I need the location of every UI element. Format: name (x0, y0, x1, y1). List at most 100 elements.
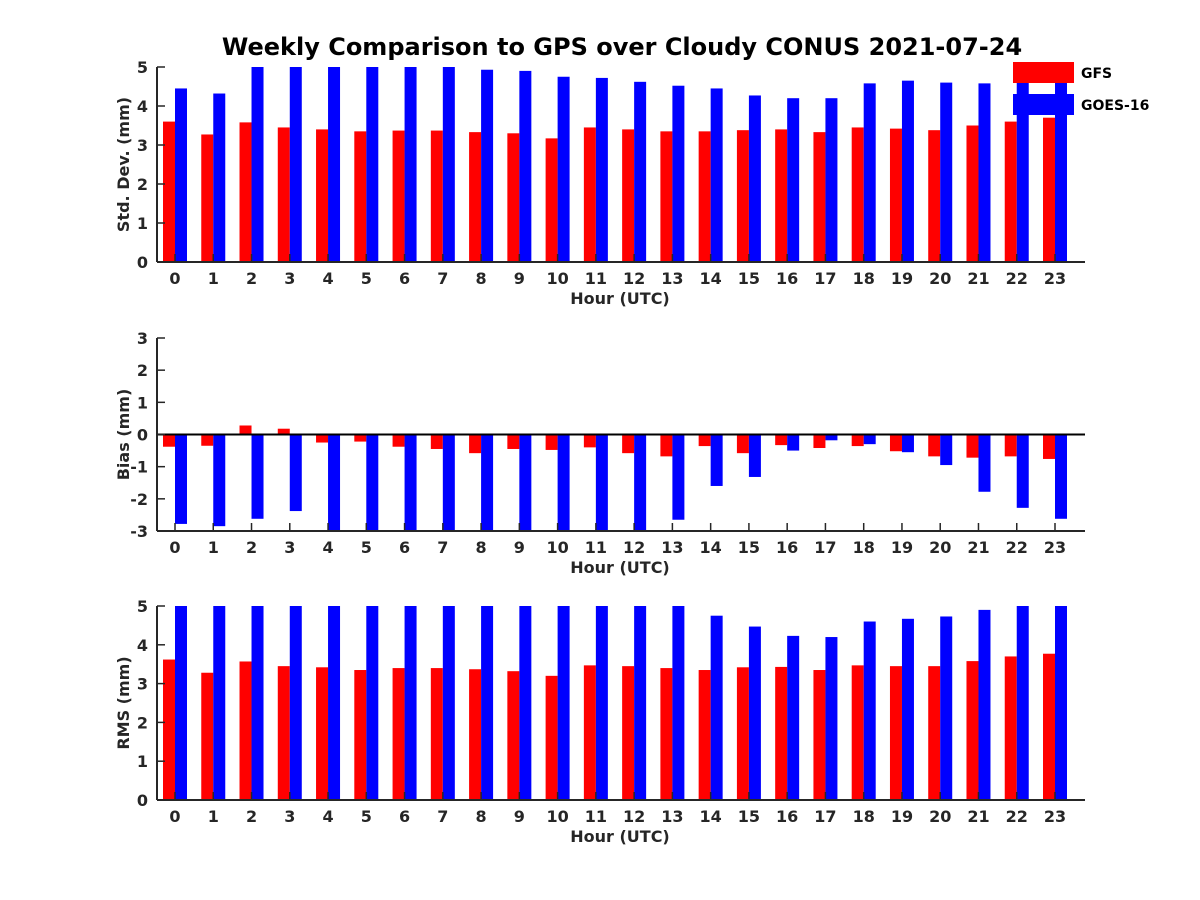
y-tick-label: 1 (137, 393, 148, 412)
x-tick-label: 10 (546, 269, 568, 288)
x-tick-label: 20 (929, 807, 951, 826)
bar-gfs-hour-15 (736, 667, 749, 800)
bar-goes-16-hour-15 (748, 434, 761, 477)
bar-goes-16-hour-6 (404, 67, 417, 262)
bar-gfs-hour-22 (1004, 121, 1017, 262)
legend: GFS GOES-16 (1013, 62, 1149, 115)
bar-goes-16-hour-11 (595, 606, 608, 800)
x-tick-label: 9 (514, 807, 525, 826)
y-tick-label: 3 (137, 136, 148, 155)
y-axis-label: Bias (mm) (114, 389, 133, 481)
bar-gfs-hour-16 (775, 666, 788, 800)
bar-goes-16-hour-1 (213, 434, 226, 527)
bar-goes-16-hour-16 (787, 98, 800, 262)
x-tick-label: 5 (361, 807, 372, 826)
bar-gfs-hour-19 (889, 666, 902, 800)
bar-gfs-hour-2 (239, 122, 252, 262)
x-tick-label: 15 (738, 807, 760, 826)
bar-goes-16-hour-20 (940, 82, 953, 262)
x-tick-label: 19 (891, 269, 913, 288)
x-tick-label: 16 (776, 538, 798, 557)
bar-goes-16-hour-13 (672, 434, 685, 520)
bar-gfs-hour-2 (239, 661, 252, 800)
bar-gfs-hour-2 (239, 425, 252, 435)
bar-goes-16-hour-23 (1055, 76, 1067, 262)
plots-container: 0 1 2 3 4 5 6 7 8 9 10 11 12 13 14 15 16 17 18 19 20 21 22 2301… (114, 58, 1085, 846)
x-tick-label: 3 (284, 538, 295, 557)
bar-goes-16-hour-11 (595, 77, 608, 262)
bar-gfs-hour-13 (660, 131, 673, 262)
bar-gfs-hour-13 (660, 668, 673, 800)
bar-gfs-hour-14 (698, 434, 711, 447)
bar-gfs-hour-6 (392, 434, 405, 447)
y-tick-label: 3 (137, 675, 148, 694)
bar-gfs-hour-5 (354, 131, 367, 262)
y-tick-label: 2 (137, 175, 148, 194)
y-tick-label: 2 (137, 713, 148, 732)
x-tick-label: 23 (1044, 538, 1066, 557)
bar-gfs-hour-0 (163, 434, 175, 447)
x-tick-label: 15 (738, 538, 760, 557)
x-tick-label: 18 (853, 807, 875, 826)
legend-label-gfs: GFS (1081, 66, 1112, 82)
bar-goes-16-hour-18 (863, 621, 876, 800)
x-tick-label: 2 (246, 807, 257, 826)
bar-gfs-hour-14 (698, 131, 711, 262)
bar-gfs-hour-7 (430, 668, 443, 800)
x-tick-label: 23 (1044, 269, 1066, 288)
y-axis-label: Std. Dev. (mm) (114, 97, 133, 232)
bar-gfs-hour-0 (163, 659, 175, 800)
subplot-2: 0 1 2 3 4 5 6 7 8 9 10 11 12 13 14 15 16 17 18 19 20 21 22 23-3… (114, 329, 1085, 577)
bar-gfs-hour-6 (392, 668, 405, 800)
x-tick-label: 4 (322, 269, 333, 288)
bar-gfs-hour-20 (928, 666, 941, 800)
bar-gfs-hour-23 (1043, 653, 1055, 800)
y-tick-label: -1 (130, 458, 148, 477)
y-tick-label: 4 (137, 97, 148, 116)
subplot-3: 0 1 2 3 4 5 6 7 8 9 10 11 12 13 14 15 16 17 18 19 20 21 22 2301… (114, 597, 1085, 846)
bar-goes-16-hour-10 (557, 76, 570, 262)
bar-gfs-hour-8 (469, 132, 482, 262)
x-axis-label: Hour (UTC) (570, 289, 670, 308)
bar-gfs-hour-6 (392, 130, 405, 262)
bar-goes-16-hour-10 (557, 434, 570, 531)
x-tick-label: 17 (814, 269, 836, 288)
bar-goes-16-hour-3 (289, 606, 302, 800)
bar-gfs-hour-16 (775, 129, 788, 262)
bar-goes-16-hour-2 (251, 434, 264, 519)
legend-swatch-goes-16 (1013, 94, 1074, 115)
x-axis-label: Hour (UTC) (570, 827, 670, 846)
bar-goes-16-hour-4 (328, 67, 341, 262)
x-tick-label: 6 (399, 269, 410, 288)
x-tick-label: 19 (891, 538, 913, 557)
y-tick-label: 3 (137, 329, 148, 348)
bar-goes-16-hour-23 (1055, 606, 1067, 800)
x-tick-label: 19 (891, 807, 913, 826)
x-tick-label: 12 (623, 807, 645, 826)
bar-gfs-hour-12 (622, 666, 635, 800)
bar-goes-16-hour-11 (595, 434, 608, 531)
bar-goes-16-hour-20 (940, 434, 953, 466)
bar-goes-16-hour-7 (442, 606, 455, 800)
bar-gfs-hour-4 (316, 434, 329, 443)
x-tick-label: 13 (661, 807, 683, 826)
bar-goes-16-hour-14 (710, 434, 723, 486)
bar-goes-16-hour-6 (404, 434, 417, 531)
x-tick-label: 9 (514, 538, 525, 557)
x-tick-label: 0 (169, 538, 180, 557)
bar-gfs-hour-17 (813, 434, 826, 449)
bar-gfs-hour-10 (545, 138, 558, 262)
bar-gfs-hour-16 (775, 434, 788, 446)
y-tick-label: 4 (137, 636, 148, 655)
x-tick-label: 18 (853, 269, 875, 288)
x-tick-label: 1 (208, 807, 219, 826)
bar-gfs-hour-9 (507, 133, 520, 262)
y-tick-label: 0 (137, 426, 148, 445)
x-axis-label: Hour (UTC) (570, 558, 670, 577)
bar-gfs-hour-21 (966, 125, 979, 262)
bar-goes-16-hour-8 (481, 606, 494, 800)
bar-goes-16-hour-3 (289, 434, 302, 512)
y-tick-label: 1 (137, 214, 148, 233)
bar-gfs-hour-8 (469, 669, 482, 800)
bar-goes-16-hour-15 (748, 626, 761, 800)
